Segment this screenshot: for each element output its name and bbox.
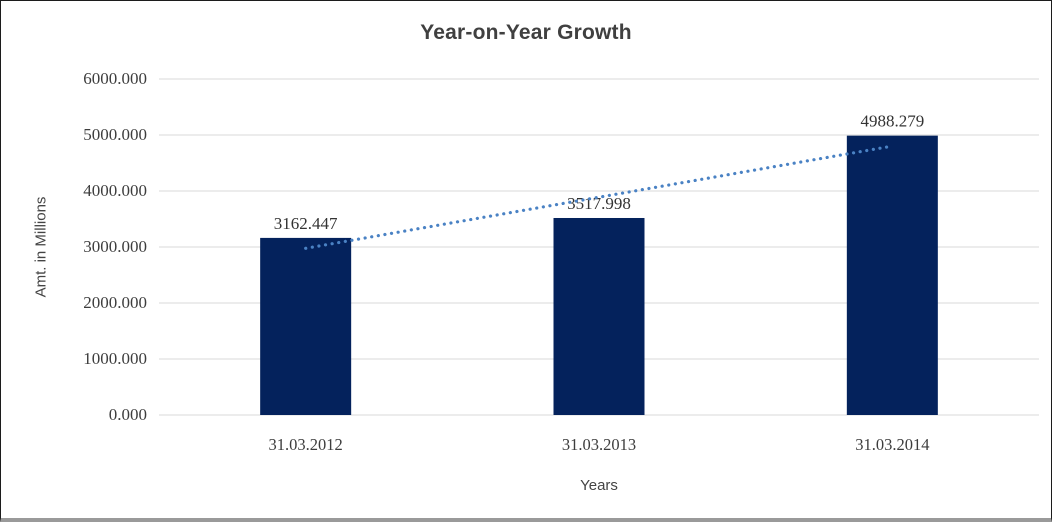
bar	[846, 135, 938, 415]
bar-data-label: 4988.279	[860, 112, 924, 131]
y-tick-label: 3000.000	[83, 237, 147, 256]
y-tick-label: 1000.000	[83, 349, 147, 368]
x-axis-title: Years	[580, 477, 618, 494]
y-tick-label: 6000.000	[83, 69, 147, 88]
x-category-label: 31.03.2012	[269, 435, 343, 454]
bar-data-label: 3162.447	[274, 214, 338, 233]
x-category-label: 31.03.2014	[855, 435, 929, 454]
y-tick-label: 0.000	[109, 405, 147, 424]
trendline	[304, 144, 894, 250]
x-category-label: 31.03.2013	[562, 435, 636, 454]
bar	[260, 237, 352, 415]
y-tick-label: 4000.000	[83, 181, 147, 200]
chart-title: Year-on-Year Growth	[420, 21, 632, 44]
y-tick-label: 5000.000	[83, 125, 147, 144]
y-tick-label: 2000.000	[83, 293, 147, 312]
bar	[553, 217, 645, 415]
bar-data-label: 3517.998	[567, 194, 631, 213]
